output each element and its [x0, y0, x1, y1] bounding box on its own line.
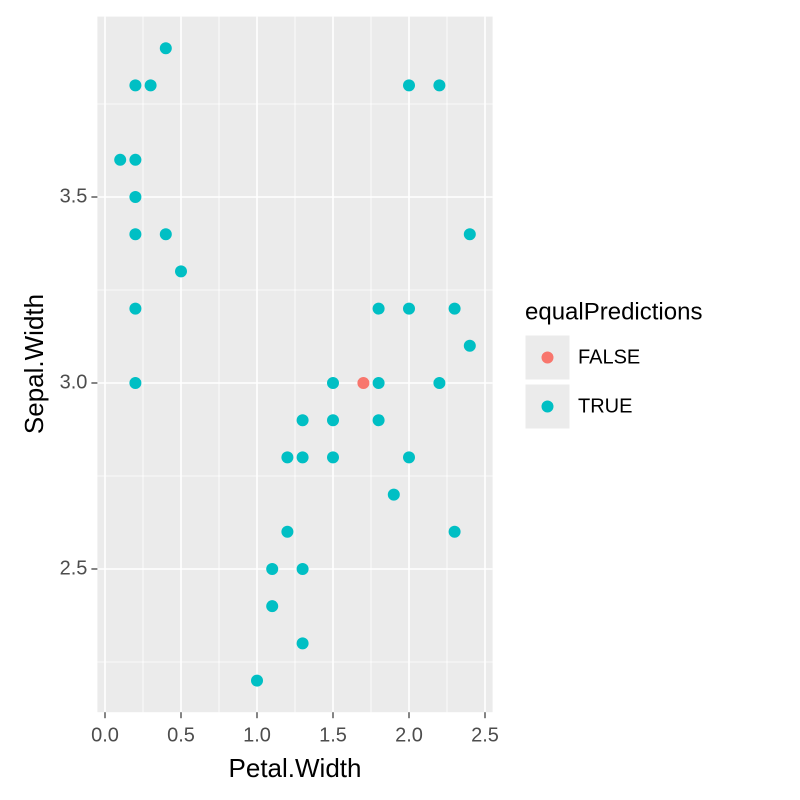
point: [327, 414, 339, 427]
grid-layer: [97, 16, 493, 713]
point: [327, 451, 339, 464]
x-axis-title: Petal.Width: [229, 753, 362, 783]
point: [296, 414, 309, 427]
point: [129, 376, 142, 389]
point: [266, 562, 279, 575]
point: [129, 302, 142, 315]
legend-marker: [541, 400, 554, 413]
point: [296, 451, 309, 464]
point: [281, 525, 294, 538]
legend-label: FALSE: [578, 346, 640, 368]
y-tick-label: 3.5: [60, 185, 88, 207]
x-tick-label: 0.5: [167, 724, 195, 746]
point: [403, 451, 415, 464]
point: [114, 153, 127, 166]
x-tick-label: 1.5: [319, 724, 347, 746]
point: [403, 79, 415, 92]
x-tick-label: 2.5: [471, 724, 499, 746]
point: [129, 79, 142, 92]
point: [387, 488, 400, 501]
point: [357, 376, 370, 389]
point: [372, 376, 385, 389]
point: [448, 302, 461, 315]
x-tick-label: 2.0: [395, 724, 423, 746]
point: [129, 191, 142, 204]
legend-title: equalPredictions: [525, 298, 702, 325]
point: [433, 376, 446, 389]
point: [129, 228, 142, 241]
point: [159, 228, 172, 241]
point: [175, 265, 187, 278]
point: [433, 79, 446, 92]
point: [296, 637, 309, 650]
point: [251, 674, 263, 687]
y-tick-label: 2.5: [60, 557, 88, 579]
point: [296, 562, 309, 575]
point: [327, 376, 339, 389]
point: [129, 153, 142, 166]
point: [463, 339, 476, 352]
legend-label: TRUE: [578, 395, 632, 417]
point: [372, 414, 385, 427]
point: [159, 42, 172, 55]
x-tick-label: 1.0: [243, 724, 271, 746]
point: [372, 302, 385, 315]
point: [144, 79, 157, 92]
point: [266, 600, 279, 613]
y-tick-label: 3.0: [60, 371, 88, 393]
point: [463, 228, 476, 241]
point: [403, 302, 415, 315]
legend-marker: [541, 351, 554, 364]
y-axis-title: Sepal.Width: [19, 294, 49, 434]
x-tick-label: 0.0: [91, 724, 119, 746]
point: [448, 525, 461, 538]
point: [281, 451, 294, 464]
